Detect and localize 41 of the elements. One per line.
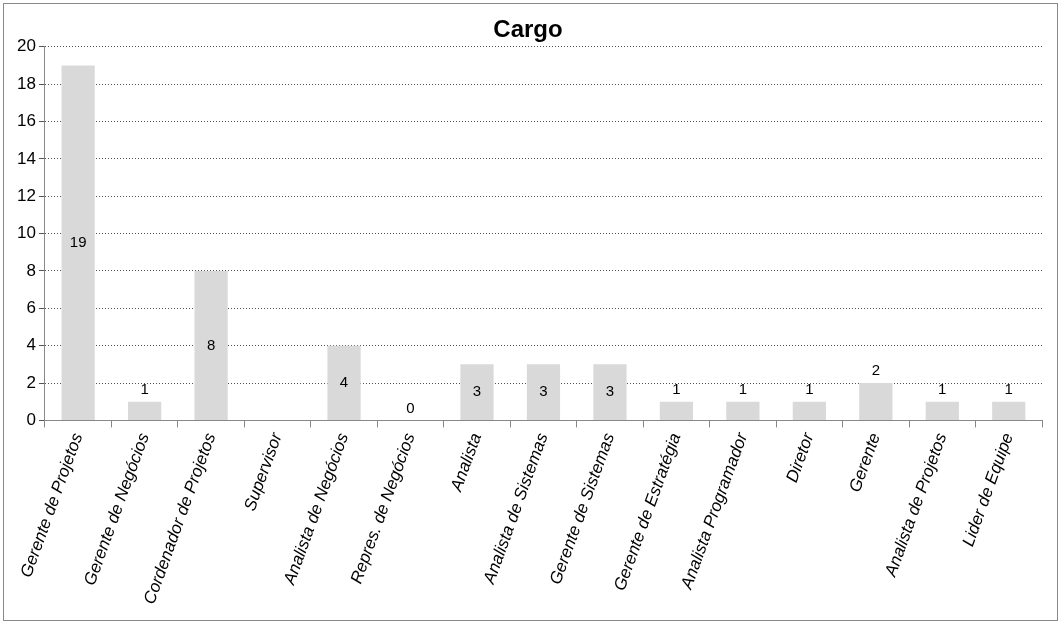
bar — [992, 401, 1026, 420]
bar — [526, 364, 561, 420]
y-tick-label: 6 — [26, 298, 36, 318]
data-label: 0 — [406, 398, 415, 416]
bar — [61, 65, 95, 420]
y-tick-label: 12 — [16, 185, 36, 205]
data-label: 1 — [1004, 379, 1013, 397]
y-tick-label: 2 — [26, 372, 36, 392]
data-label: 1 — [805, 379, 814, 397]
chart-title: Cargo — [493, 15, 563, 43]
bar — [792, 401, 826, 420]
bar — [925, 401, 959, 420]
bar — [593, 364, 627, 420]
data-label: 1 — [738, 379, 748, 397]
y-tick-label: 4 — [26, 335, 36, 355]
y-tick-label: 20 — [16, 36, 36, 56]
data-label: 1 — [938, 379, 947, 397]
data-label: 2 — [871, 361, 880, 379]
bar — [128, 401, 162, 420]
y-tick-label: 16 — [16, 111, 36, 131]
y-tick-label: 8 — [26, 260, 36, 280]
bar — [659, 401, 694, 420]
data-label: 3 — [539, 382, 548, 400]
data-label: 19 — [69, 232, 87, 250]
x-tick-label: Lider de Equipe — [958, 430, 1017, 549]
data-label: 1 — [140, 379, 149, 397]
bar — [460, 364, 494, 420]
y-tick-label: 18 — [16, 73, 36, 93]
bar — [327, 345, 361, 420]
y-tick-label: 0 — [26, 410, 36, 430]
y-tick-label: 10 — [16, 223, 36, 243]
bar — [859, 383, 893, 420]
bar — [194, 270, 228, 420]
data-label: 3 — [605, 382, 615, 400]
data-label: 1 — [672, 379, 681, 397]
bar — [726, 401, 760, 420]
y-tick-label: 14 — [16, 148, 36, 168]
data-label: 3 — [472, 382, 482, 400]
data-label: 4 — [339, 372, 349, 390]
data-label: 8 — [206, 335, 216, 353]
x-tick-label: Diretor — [782, 429, 819, 485]
